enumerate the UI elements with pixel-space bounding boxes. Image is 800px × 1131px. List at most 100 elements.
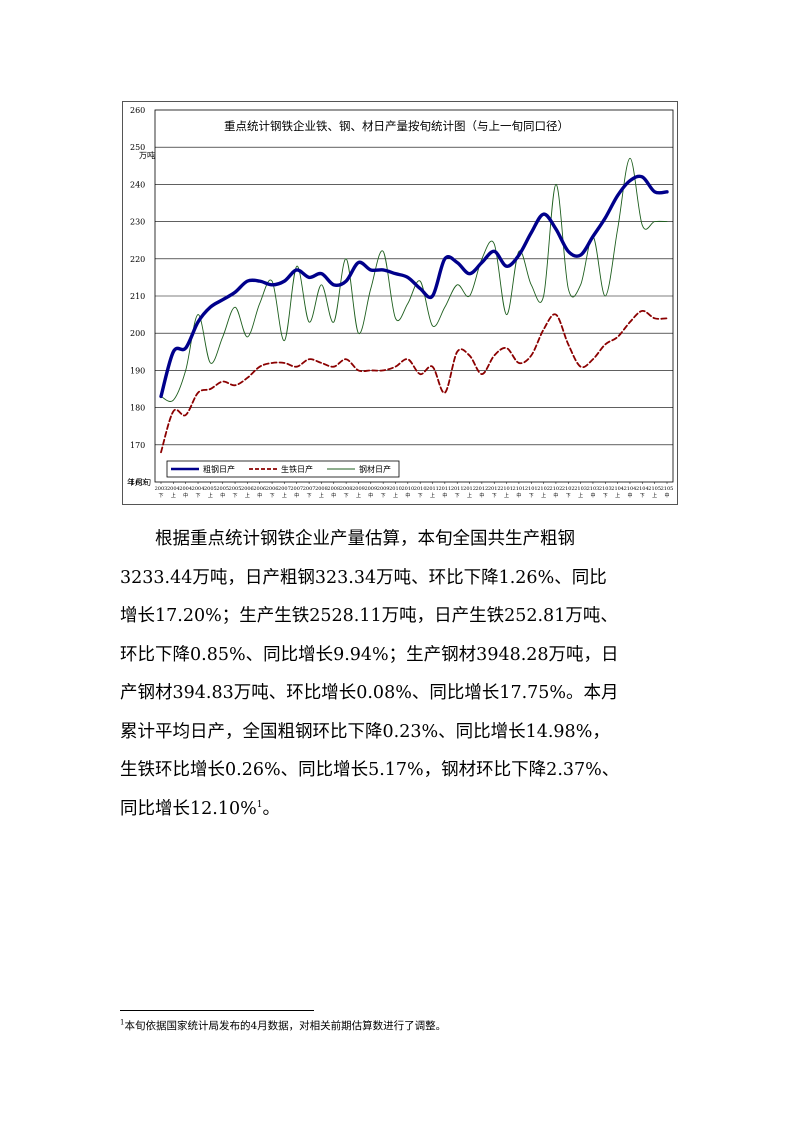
x-tick-label-dekad: 下 <box>233 493 238 499</box>
x-tick-label-dekad: 下 <box>158 493 163 499</box>
x-axis-unit-label: 年月旬 <box>127 477 151 487</box>
y-tick-label: 240 <box>130 180 145 189</box>
x-tick-label-period: 2104 <box>636 486 649 492</box>
para-line-last: 同比增长12.10%1。 <box>120 790 680 829</box>
x-tick-label-period: 2007 <box>278 486 291 492</box>
x-tick-label-dekad: 中 <box>590 492 595 499</box>
x-tick-label-dekad: 中 <box>516 492 521 499</box>
x-tick-label-dekad: 上 <box>356 492 361 499</box>
x-tick-label-dekad: 上 <box>504 492 509 499</box>
footnote-number: 1 <box>120 1018 125 1027</box>
x-axis: 2003下2004上2004中2004下2005上2005中2005下2006上… <box>155 482 674 499</box>
x-tick-label-dekad: 上 <box>467 492 472 499</box>
x-tick-label-period: 2008 <box>315 486 328 492</box>
x-tick-label-dekad: 下 <box>418 493 423 499</box>
x-tick-label-dekad: 中 <box>368 492 373 499</box>
x-tick-label-period: 2011 <box>426 486 439 492</box>
x-tick-label-dekad: 下 <box>307 493 312 499</box>
x-tick-label-period: 2009 <box>377 486 390 492</box>
series-line-pig-iron <box>160 309 668 454</box>
x-tick-label-period: 2009 <box>364 486 377 492</box>
x-tick-label-dekad: 中 <box>479 492 484 499</box>
para-line: 累计平均日产，全国粗钢环比下降0.23%、同比增长14.98%， <box>120 721 610 742</box>
x-tick-label-dekad: 上 <box>319 492 324 499</box>
x-tick-label-period: 2006 <box>253 486 266 492</box>
x-tick-label-dekad: 下 <box>344 493 349 499</box>
x-tick-label-period: 2004 <box>179 486 192 492</box>
grid-lines <box>154 109 674 483</box>
x-tick-label-dekad: 上 <box>430 492 435 499</box>
chart-title: 重点统计钢铁企业铁、钢、材日产量按旬统计图（与上一旬同口径） <box>224 119 569 133</box>
footnote-reference[interactable]: 1 <box>256 799 263 810</box>
x-tick-label-period: 2101 <box>500 486 513 492</box>
series-line-crude-steel <box>159 174 669 399</box>
x-tick-label-period: 2101 <box>525 486 538 492</box>
x-tick-label-period: 2005 <box>229 486 242 492</box>
production-chart: 160 170 180 190 200 210 220 230 240 250 260 2003 下 2… <box>122 101 678 505</box>
x-tick-label-period: 2012 <box>488 486 501 492</box>
x-tick-label-period: 2011 <box>438 486 451 492</box>
x-tick-label-period: 2104 <box>624 486 637 492</box>
x-tick-label-dekad: 下 <box>196 493 201 499</box>
x-tick-label-period: 2105 <box>661 486 674 492</box>
x-tick-label-dekad: 中 <box>220 492 225 499</box>
x-tick-label-dekad: 上 <box>615 492 620 499</box>
x-tick-label-dekad: 中 <box>331 492 336 499</box>
body-paragraph: 根据重点统计钢铁企业产量估算，本旬全国共生产粗钢 3233.44万吨，日产粗钢3… <box>120 520 680 828</box>
x-tick-label-period: 2006 <box>241 486 254 492</box>
para-line-text: 同比增长12.10% <box>120 798 257 819</box>
x-tick-label-dekad: 下 <box>455 493 460 499</box>
x-tick-label-period: 2103 <box>599 486 612 492</box>
legend: 粗钢日产 生铁日产 钢材日产 <box>166 460 400 478</box>
x-tick-label-period: 2105 <box>648 486 661 492</box>
legend-label: 钢材日产 <box>359 464 391 474</box>
x-tick-label-period: 2007 <box>290 486 303 492</box>
x-tick-label-dekad: 上 <box>208 492 213 499</box>
x-tick-label-period: 2012 <box>463 486 476 492</box>
y-axis: 160 170 180 190 200 210 220 230 240 250 260 <box>130 106 145 487</box>
y-tick-label: 250 <box>130 143 145 152</box>
x-tick-label-period: 2102 <box>550 486 563 492</box>
x-tick-label-period: 2003 <box>155 486 168 492</box>
x-tick-label-period: 2004 <box>167 486 180 492</box>
x-tick-label-dekad: 中 <box>553 492 558 499</box>
legend-box <box>166 460 400 478</box>
para-line: 环比下降0.85%、同比增长9.94%；生产钢材3948.28万吨，日 <box>120 644 619 665</box>
para-line: 3233.44万吨，日产粗钢323.34万吨、环比下降1.26%、同比 <box>120 567 607 588</box>
x-tick-label-period: 2103 <box>587 486 600 492</box>
y-tick-label: 220 <box>130 255 145 264</box>
x-tick-label-dekad: 上 <box>541 492 546 499</box>
footnote-text: 本旬依据国家统计局发布的4月数据，对相关前期估算数进行了调整。 <box>124 1020 447 1032</box>
x-tick-label-dekad: 中 <box>183 492 188 499</box>
x-tick-label-period: 2104 <box>611 486 624 492</box>
x-tick-label-period: 2007 <box>303 486 316 492</box>
x-tick-label-period: 2010 <box>414 486 427 492</box>
footnote-divider <box>120 1010 314 1011</box>
para-line: 产钢材394.83万吨、环比增长0.08%、同比增长17.75%。本月 <box>120 683 619 703</box>
para-end-punct: 。 <box>262 798 280 819</box>
x-tick-label-period: 2006 <box>266 486 279 492</box>
x-tick-label-period: 2103 <box>574 486 587 492</box>
x-tick-label-period: 2010 <box>389 486 402 492</box>
x-tick-label-dekad: 中 <box>627 492 632 499</box>
x-tick-label-dekad: 下 <box>566 493 571 499</box>
y-axis-unit-label: 万吨 <box>139 150 155 160</box>
legend-label: 粗钢日产 <box>203 464 235 474</box>
x-tick-label-period: 2008 <box>327 486 340 492</box>
y-tick-label: 210 <box>130 292 145 301</box>
x-tick-label-dekad: 中 <box>405 492 410 499</box>
x-tick-label-period: 2011 <box>451 486 464 492</box>
x-tick-label-dekad: 中 <box>664 492 669 499</box>
y-tick-label: 160 <box>130 478 145 487</box>
x-tick-label-period: 2005 <box>204 486 217 492</box>
x-tick-label-dekad: 上 <box>393 492 398 499</box>
x-tick-label-period: 2005 <box>216 486 229 492</box>
y-tick-label: 190 <box>130 366 145 375</box>
x-tick-label-period: 2012 <box>476 486 489 492</box>
para-line: 根据重点统计钢铁企业产量估算，本旬全国共生产粗钢 <box>155 529 575 549</box>
x-tick-label-period: 2010 <box>401 486 414 492</box>
x-tick-label-dekad: 上 <box>282 492 287 499</box>
x-tick-label-dekad: 上 <box>171 492 176 499</box>
x-tick-label-dekad: 中 <box>257 492 262 499</box>
